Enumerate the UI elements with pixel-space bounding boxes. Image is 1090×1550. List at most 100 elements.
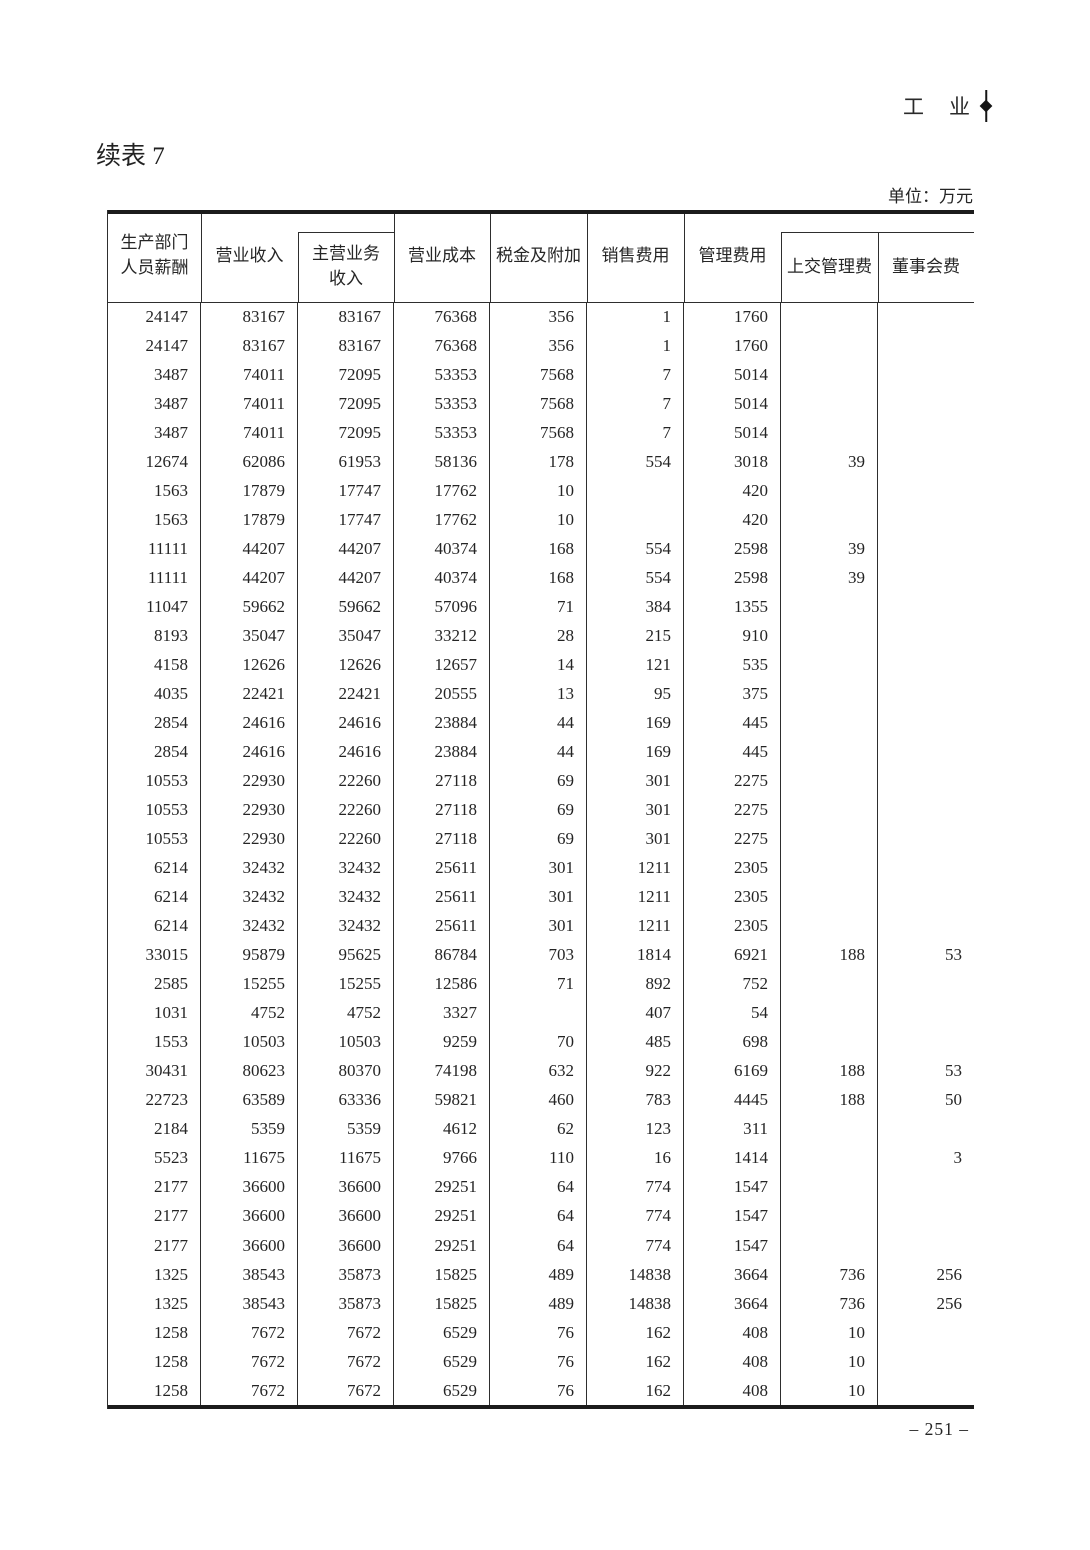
table-cell: 10 [781, 1347, 878, 1377]
table-cell: 17762 [394, 476, 490, 506]
table-row: 1258 7672 7672 6529 76 162 408 10 [108, 1376, 974, 1406]
table-cell: 40374 [394, 534, 490, 564]
table-cell: 188 [781, 1056, 878, 1086]
grid-line [878, 232, 879, 302]
table-cell: 1547 [684, 1201, 781, 1231]
table-cell: 922 [587, 1056, 684, 1086]
table-cell: 57096 [394, 592, 490, 622]
table-cell: 2854 [108, 737, 201, 767]
table-cell: 7568 [490, 360, 587, 390]
table-cell: 110 [490, 1143, 587, 1173]
table-cell: 1211 [587, 911, 684, 941]
table-cell [878, 476, 974, 505]
table-cell: 25611 [394, 911, 490, 941]
table-cell [781, 389, 878, 419]
table-cell: 408 [684, 1347, 781, 1377]
table-cell: 162 [587, 1347, 684, 1377]
table-cell: 10503 [298, 1027, 394, 1057]
table-body: 24147 83167 83167 76368 356 1 1760 24147 83167 83… [108, 302, 974, 1406]
table-cell: 33015 [108, 940, 201, 970]
table-cell: 10553 [108, 766, 201, 796]
grid-line [108, 302, 974, 303]
table-cell: 12626 [298, 650, 394, 680]
table-cell [878, 854, 974, 883]
table-cell: 24616 [298, 737, 394, 767]
table-cell: 71 [490, 969, 587, 999]
table-cell: 4752 [201, 998, 298, 1028]
table-cell [878, 1202, 974, 1231]
table-cell: 44 [490, 737, 587, 767]
table-cell: 5359 [201, 1114, 298, 1144]
table-cell [878, 1173, 974, 1202]
table-cell: 12657 [394, 650, 490, 680]
table-row: 2177 36600 36600 29251 64 774 1547 [108, 1201, 974, 1231]
table-cell: 485 [587, 1027, 684, 1057]
table-cell: 188 [781, 940, 878, 970]
table-cell: 62086 [201, 447, 298, 477]
table-cell: 24616 [298, 708, 394, 738]
column-header-production-staff-pay: 生产部门 人员薪酬 [120, 233, 189, 277]
table-cell: 58136 [394, 447, 490, 477]
table-cell: 3664 [684, 1289, 781, 1319]
table-cell [878, 1028, 974, 1057]
table-cell: 168 [490, 534, 587, 564]
table-cell: 2305 [684, 911, 781, 941]
table-row: 1553 10503 10503 9259 70 485 698 [108, 1027, 974, 1057]
table-cell: 53353 [394, 418, 490, 448]
table-cell [878, 534, 974, 563]
table-cell: 44207 [201, 563, 298, 593]
table-cell: 632 [490, 1056, 587, 1086]
table-cell: 169 [587, 708, 684, 738]
column-header-main-business-revenue: 主营业务 收入 [312, 244, 380, 288]
table-cell: 22421 [201, 679, 298, 709]
table-cell: 28 [490, 621, 587, 651]
table-cell: 178 [490, 447, 587, 477]
table-row: 3487 74011 72095 53353 7568 7 5014 [108, 360, 974, 390]
section-label: 工 业 [903, 90, 994, 122]
table-cell: 6169 [684, 1056, 781, 1086]
table-cell: 7568 [490, 418, 587, 448]
table-cell [878, 883, 974, 912]
table-cell: 7672 [298, 1318, 394, 1348]
table-cell: 535 [684, 650, 781, 680]
table-cell: 2275 [684, 824, 781, 854]
column-header-operating-revenue: 营业收入 [215, 245, 284, 265]
table-cell [781, 476, 878, 506]
table-cell: 72095 [298, 389, 394, 419]
table-cell: 32432 [298, 882, 394, 912]
table-cell: 408 [684, 1318, 781, 1348]
table-cell: 69 [490, 824, 587, 854]
table-cell: 420 [684, 476, 781, 506]
table-cell [781, 650, 878, 680]
table-cell: 6529 [394, 1318, 490, 1348]
table-cell: 11675 [201, 1143, 298, 1173]
table-cell: 301 [490, 853, 587, 883]
table-cell: 1553 [108, 1027, 201, 1057]
table-cell: 1211 [587, 882, 684, 912]
table-cell: 53353 [394, 389, 490, 419]
table-cell: 36600 [298, 1172, 394, 1202]
table-cell: 698 [684, 1027, 781, 1057]
table-cell: 17747 [298, 476, 394, 506]
grid-line [781, 232, 782, 302]
table-cell: 7568 [490, 389, 587, 419]
table-cell: 1325 [108, 1289, 201, 1319]
table-cell: 121 [587, 650, 684, 680]
table-cell: 76368 [394, 331, 490, 361]
table-cell [781, 360, 878, 390]
section-label-text: 工 业 [903, 95, 972, 119]
table-row: 22723 63589 63336 59821 460 783 4445 188 50 [108, 1085, 974, 1115]
table-cell: 10553 [108, 824, 201, 854]
table-cell: 10 [490, 476, 587, 506]
grid-line [684, 214, 685, 302]
table-cell: 13 [490, 679, 587, 709]
table-cell: 76 [490, 1318, 587, 1348]
table-cell: 36600 [201, 1172, 298, 1202]
table-cell: 408 [684, 1376, 781, 1406]
table-cell [781, 766, 878, 796]
table-cell: 74011 [201, 389, 298, 419]
table-cell: 17762 [394, 505, 490, 535]
table-cell: 17879 [201, 476, 298, 506]
table-row: 2177 36600 36600 29251 64 774 1547 [108, 1172, 974, 1202]
table-cell: 168 [490, 563, 587, 593]
